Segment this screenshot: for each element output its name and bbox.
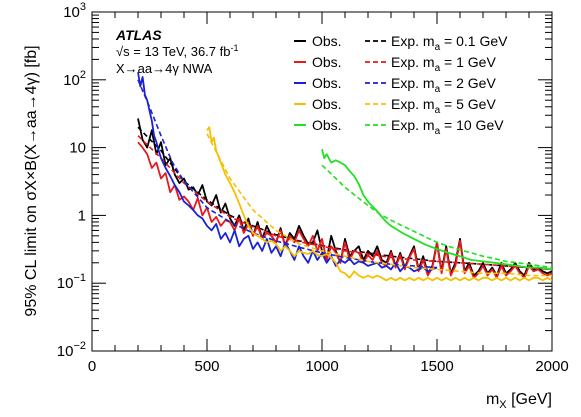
x-axis-label-sub: X <box>499 399 507 411</box>
legend-observed-label: Obs. <box>312 117 342 133</box>
y-tick-label: 10−1 <box>57 272 86 292</box>
y-tick-label: 102 <box>63 69 86 89</box>
x-tick-label: 1000 <box>305 358 338 375</box>
energy-label: √s = 13 TeV, 36.7 fb-1 <box>116 43 239 59</box>
expected-limit-line-3 <box>206 133 552 277</box>
observed-limit-line-3 <box>206 126 552 282</box>
y-tick-label: 1 <box>78 207 86 224</box>
legend-observed-label: Obs. <box>312 96 342 112</box>
x-axis-label-main: m <box>486 391 499 408</box>
legend-expected-label: Exp. ma = 2 GeV <box>391 75 496 95</box>
process-label: X→aa→4γ NWA <box>116 61 213 76</box>
energy-label-main: √s = 13 TeV, 36.7 fb <box>116 44 230 59</box>
expected-limit-line-2 <box>137 79 438 269</box>
x-tick-label: 2000 <box>535 358 568 375</box>
observed-limit-line-4 <box>321 148 552 271</box>
legend-observed-label: Obs. <box>312 33 342 49</box>
legend-observed-label: Obs. <box>312 54 342 70</box>
y-tick-label: 103 <box>63 1 86 21</box>
x-axis-label: mX [GeV] <box>486 391 552 411</box>
x-tick-label: 1500 <box>420 358 453 375</box>
legend-expected-label: Exp. ma = 5 GeV <box>391 96 496 116</box>
y-tick-label: 10 <box>69 140 86 157</box>
y-tick-label: 10−2 <box>57 340 86 360</box>
observed-limit-line-2 <box>137 71 438 273</box>
energy-label-sup: -1 <box>230 43 238 53</box>
axis-ticks: 0 500 1000 1500 2000 10−2 10−1 1 10 102 103 <box>57 1 569 375</box>
y-axis-label: 95% CL limit on σX×B(X→aa→4γ) [fb] <box>23 45 40 316</box>
x-axis-label-unit: [GeV] <box>507 391 552 408</box>
expected-limit-line-0 <box>137 126 552 271</box>
observed-limit-line-0 <box>137 118 552 277</box>
x-tick-label: 0 <box>88 358 96 375</box>
x-tick-label: 500 <box>194 358 219 375</box>
legend-expected-label: Exp. ma = 10 GeV <box>391 117 504 137</box>
legend-observed-label: Obs. <box>312 75 342 91</box>
expected-limit-line-1 <box>137 135 552 271</box>
limit-curves <box>137 71 552 282</box>
legend: Obs. Exp. ma = 0.1 GeV Obs. Exp. ma = 1 GeV… <box>294 33 508 137</box>
expected-limit-line-4 <box>321 164 552 269</box>
atlas-label: ATLAS <box>115 27 162 43</box>
legend-expected-label: Exp. ma = 1 GeV <box>391 54 496 74</box>
legend-expected-label: Exp. ma = 0.1 GeV <box>391 33 508 53</box>
